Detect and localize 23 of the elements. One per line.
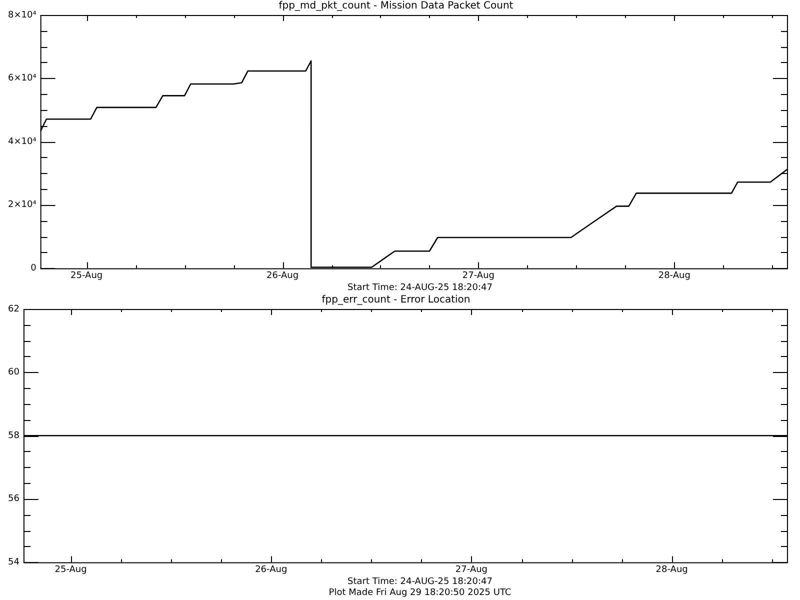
y-tick-label: 60	[8, 368, 20, 378]
x-tick-label: 27-Aug	[462, 270, 494, 281]
y-tick-label: 2×10⁴	[8, 200, 37, 210]
x-tick-label: 26-Aug	[266, 270, 299, 281]
x-tick-label: 25-Aug	[54, 564, 87, 575]
x-tick-label: 27-Aug	[455, 564, 488, 575]
x-tick-label: 28-Aug	[656, 564, 688, 575]
y-tick-label: 4×10⁴	[8, 136, 37, 147]
text: Start Time: 24-AUG-25 18:20:47	[346, 577, 494, 588]
y-tick-label: 54	[8, 558, 20, 568]
y-tick-label: 8×10⁴	[8, 10, 37, 20]
y-tick-label: 58	[8, 430, 20, 441]
x-tick-label: 26-Aug	[255, 564, 288, 575]
y-tick-label: 56	[8, 494, 20, 504]
x-tick-label: 25-Aug	[70, 270, 103, 281]
y-tick-label: 62	[8, 304, 20, 314]
text: Plot Made Fri Aug 29 18:20:50 2025 UTC	[328, 588, 512, 599]
text: Start Time: 24-AUG-25 18:20:47	[346, 283, 494, 294]
x-tick-label: 28-Aug	[658, 270, 690, 281]
chart-title: fpp_md_pkt_count - Mission Data Packet Count	[278, 0, 514, 12]
chart-title: fpp_err_count - Error Location	[322, 294, 470, 306]
y-tick-label: 6×10⁴	[8, 74, 37, 84]
y-tick-label: 0	[30, 264, 37, 274]
